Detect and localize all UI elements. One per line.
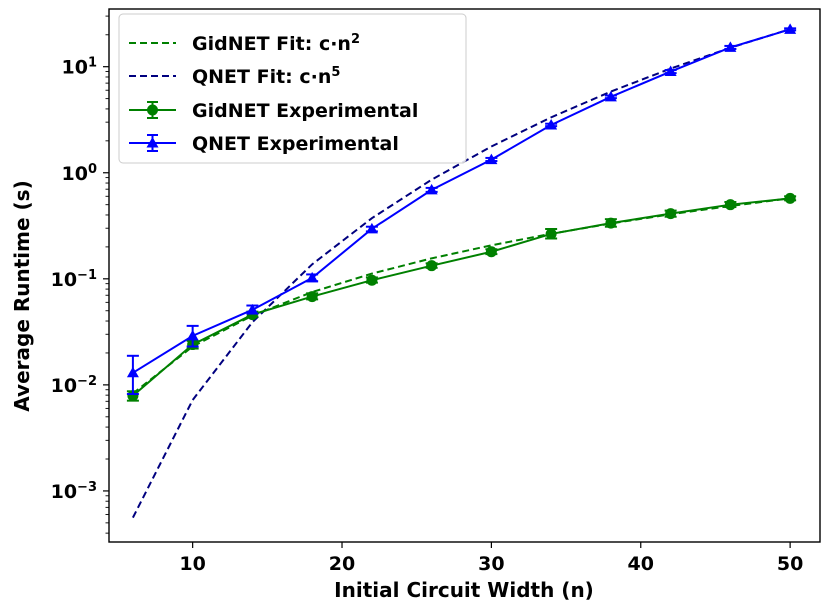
- x-tick-label: 40: [628, 553, 654, 575]
- axes: 10 20 30 40 50 10−3 10−2 10−1 100 101: [51, 8, 821, 575]
- x-tick-label: 50: [777, 553, 803, 575]
- gidnet-experimental-point: [306, 291, 318, 303]
- qnet-experimental-line: [132, 28, 791, 374]
- legend-label-qnet-experimental: QNET Experimental: [192, 133, 399, 155]
- gidnet-experimental-point: [665, 208, 677, 220]
- qnet-fit-line: [132, 28, 791, 519]
- x-tick-label: 20: [329, 553, 355, 575]
- gidnet-experimental-line: [132, 197, 791, 397]
- y-tick-label: 100: [62, 161, 98, 185]
- qnet-experimental-point: [545, 119, 558, 130]
- qnet-experimental-point: [365, 222, 378, 234]
- qnet-experimental-point: [724, 41, 737, 52]
- qnet-experimental-point: [664, 65, 677, 77]
- gidnet-experimental-point: [784, 192, 796, 204]
- x-tick-label: 10: [179, 553, 205, 575]
- qnet-experimental-point: [485, 153, 498, 165]
- x-tick-label: 30: [478, 553, 504, 575]
- y-tick-label: 10−2: [51, 373, 97, 397]
- legend-label-gidnet-experimental: GidNET Experimental: [192, 100, 418, 122]
- legend-frame: [118, 13, 467, 164]
- qnet-experimental-point: [425, 183, 438, 195]
- gidnet-experimental-point: [605, 217, 617, 229]
- x-axis-title: Initial Circuit Width (n): [334, 578, 594, 602]
- qnet-experimental-point: [306, 271, 319, 283]
- qnet-experimental-point: [126, 366, 139, 378]
- legend-swatch-gidnet-experimental: [129, 101, 176, 119]
- axes-frame: [108, 8, 821, 543]
- qnet-experimental-point: [246, 303, 259, 315]
- gidnet-experimental-point: [545, 228, 557, 240]
- legend-swatch-qnet-experimental: [129, 134, 176, 152]
- legend-label-gidnet-fit: GidNET Fit: c·n2: [192, 32, 360, 56]
- y-tick-label: 10−3: [51, 479, 97, 503]
- y-axis-title: Average Runtime (s): [10, 180, 34, 411]
- qnet-experimental-point: [186, 329, 199, 341]
- gidnet-experimental-point: [366, 274, 378, 286]
- gidnet-experimental-point: [485, 246, 497, 258]
- plot-area: [126, 23, 797, 519]
- qnet-experimental-point: [604, 90, 617, 102]
- legend: GidNET Fit: c·n2 QNET Fit: c·n5 GidNET E…: [118, 13, 467, 164]
- y-tick-label: 10−1: [51, 267, 97, 291]
- gidnet-experimental-point: [426, 260, 438, 272]
- gidnet-experimental-point: [127, 390, 139, 402]
- qnet-experimental-point: [784, 23, 797, 34]
- legend-label-qnet-fit: QNET Fit: c·n5: [192, 65, 340, 89]
- y-tick-label: 101: [62, 55, 98, 79]
- gidnet-experimental-point: [724, 199, 736, 211]
